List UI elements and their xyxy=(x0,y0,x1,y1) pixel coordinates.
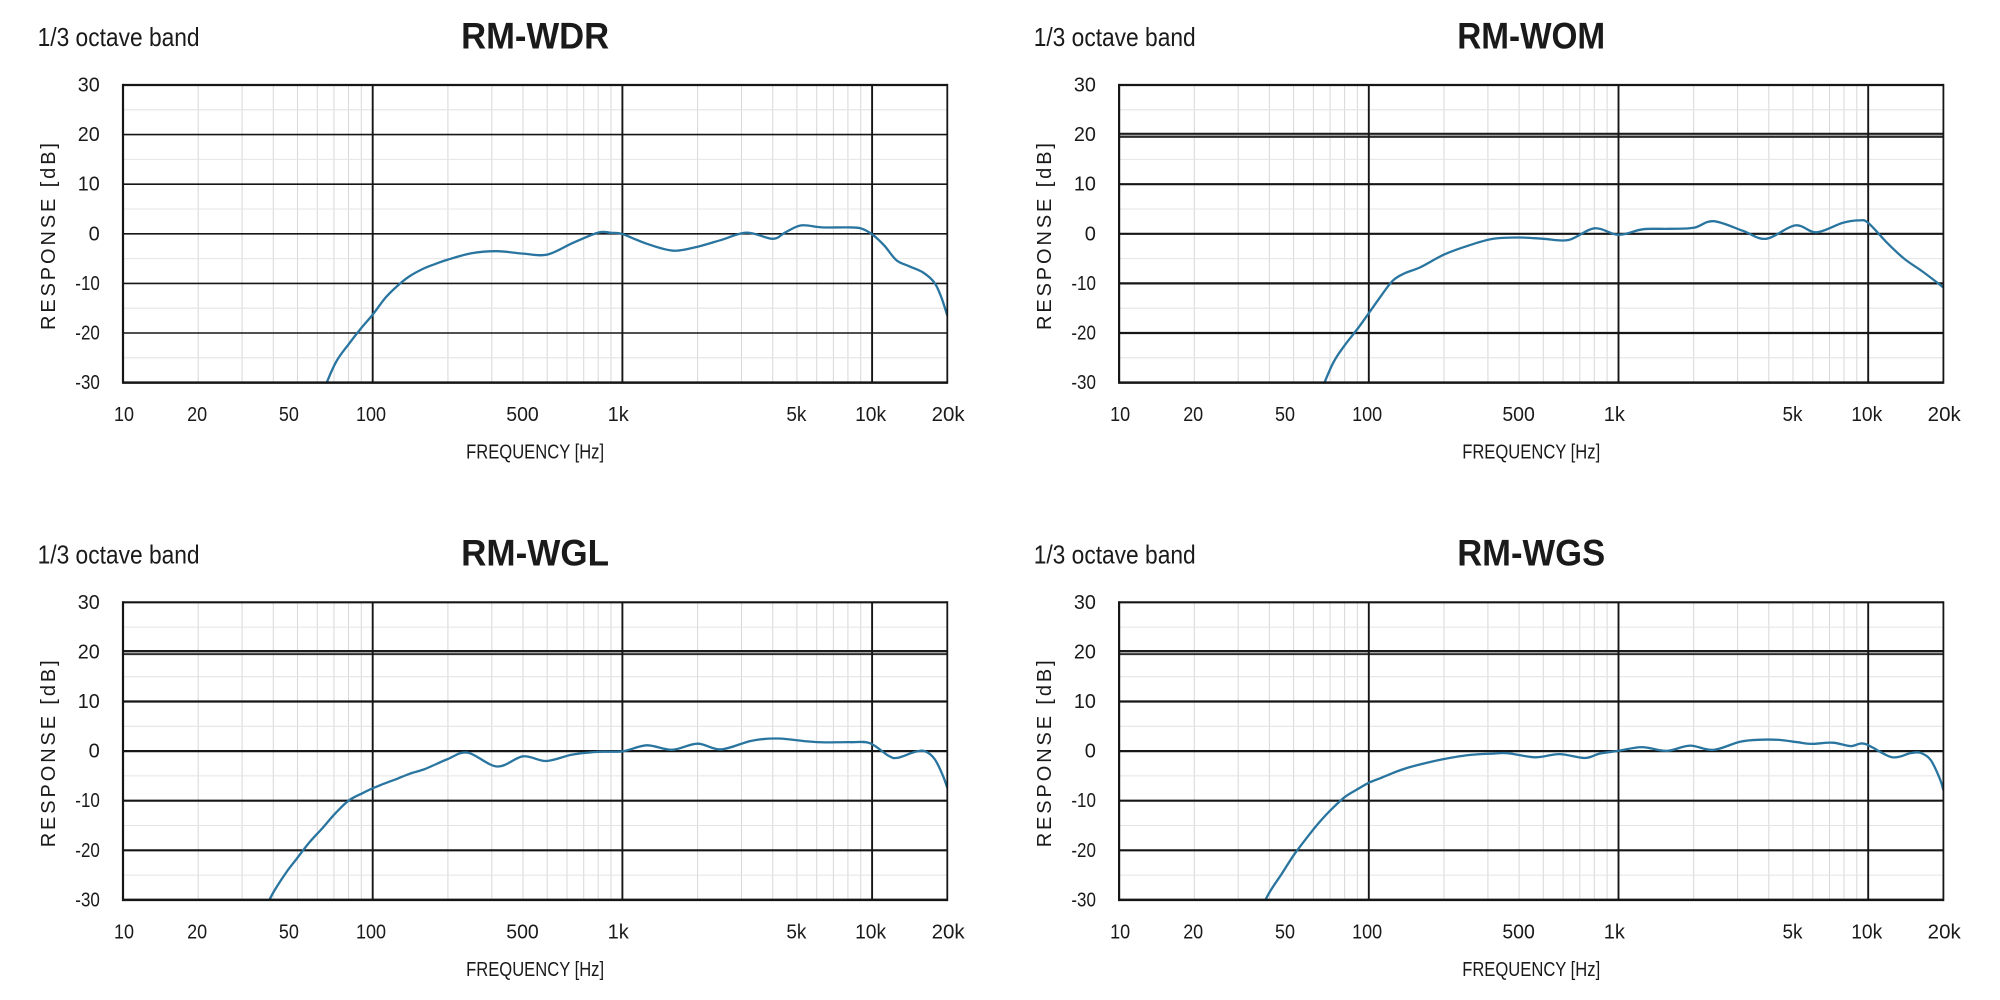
svg-text:-10: -10 xyxy=(1071,790,1096,812)
svg-text:5k: 5k xyxy=(786,922,807,944)
svg-text:10k: 10k xyxy=(855,404,887,426)
svg-text:FREQUENCY [Hz]: FREQUENCY [Hz] xyxy=(466,442,604,464)
svg-text:0: 0 xyxy=(89,741,100,763)
svg-text:-20: -20 xyxy=(1071,840,1096,862)
svg-text:10: 10 xyxy=(114,922,134,944)
svg-text:-10: -10 xyxy=(75,790,100,812)
svg-text:10: 10 xyxy=(78,691,100,713)
svg-text:20: 20 xyxy=(1183,922,1203,944)
svg-text:20k: 20k xyxy=(1928,404,1962,426)
svg-text:10k: 10k xyxy=(1851,922,1883,944)
svg-text:10k: 10k xyxy=(1851,404,1883,426)
svg-text:500: 500 xyxy=(1502,922,1535,944)
svg-text:RM-WGS: RM-WGS xyxy=(1457,533,1605,574)
svg-text:RESPONSE [dB]: RESPONSE [dB] xyxy=(38,143,60,330)
svg-text:30: 30 xyxy=(78,592,100,614)
svg-text:10: 10 xyxy=(1074,174,1096,196)
svg-text:RM-WDR: RM-WDR xyxy=(461,15,609,56)
svg-text:500: 500 xyxy=(1502,404,1535,426)
svg-text:30: 30 xyxy=(1074,75,1096,97)
svg-text:1k: 1k xyxy=(1604,404,1626,426)
svg-text:0: 0 xyxy=(1085,223,1096,245)
svg-text:0: 0 xyxy=(1085,741,1096,763)
svg-text:-20: -20 xyxy=(75,323,100,345)
svg-text:RM-WGL: RM-WGL xyxy=(461,533,609,574)
svg-text:50: 50 xyxy=(1275,922,1295,944)
svg-text:10: 10 xyxy=(114,404,134,426)
svg-text:10: 10 xyxy=(78,174,100,196)
svg-text:FREQUENCY [Hz]: FREQUENCY [Hz] xyxy=(1462,442,1600,464)
svg-text:-30: -30 xyxy=(75,889,100,911)
svg-text:-20: -20 xyxy=(75,840,100,862)
svg-text:50: 50 xyxy=(1275,404,1295,426)
svg-text:FREQUENCY [Hz]: FREQUENCY [Hz] xyxy=(1462,959,1600,981)
svg-text:20k: 20k xyxy=(932,922,966,944)
svg-text:-10: -10 xyxy=(1071,273,1096,295)
svg-text:20: 20 xyxy=(187,404,207,426)
svg-text:1k: 1k xyxy=(608,922,630,944)
svg-text:20: 20 xyxy=(1074,124,1096,146)
svg-text:20: 20 xyxy=(78,124,100,146)
svg-text:1/3 octave band: 1/3 octave band xyxy=(38,540,200,570)
svg-text:0: 0 xyxy=(89,223,100,245)
svg-text:20k: 20k xyxy=(1928,922,1962,944)
svg-text:5k: 5k xyxy=(1783,922,1804,944)
svg-text:RM-WOM: RM-WOM xyxy=(1457,15,1605,56)
svg-text:100: 100 xyxy=(1352,404,1382,426)
svg-text:20k: 20k xyxy=(932,404,966,426)
svg-text:-30: -30 xyxy=(1071,372,1096,394)
svg-text:100: 100 xyxy=(356,922,386,944)
svg-text:1k: 1k xyxy=(1604,922,1626,944)
svg-text:1/3 octave band: 1/3 octave band xyxy=(38,22,200,52)
svg-text:RESPONSE [dB]: RESPONSE [dB] xyxy=(1034,143,1056,330)
svg-text:500: 500 xyxy=(506,922,539,944)
svg-text:20: 20 xyxy=(187,922,207,944)
svg-text:500: 500 xyxy=(506,404,539,426)
svg-text:20: 20 xyxy=(78,641,100,663)
svg-text:30: 30 xyxy=(78,75,100,97)
svg-text:1k: 1k xyxy=(608,404,630,426)
svg-text:-10: -10 xyxy=(75,273,100,295)
svg-text:-20: -20 xyxy=(1071,323,1096,345)
svg-text:1/3 octave band: 1/3 octave band xyxy=(1034,540,1196,570)
svg-text:RESPONSE [dB]: RESPONSE [dB] xyxy=(38,660,60,847)
svg-text:5k: 5k xyxy=(1783,404,1804,426)
svg-text:-30: -30 xyxy=(1071,889,1096,911)
svg-text:20: 20 xyxy=(1183,404,1203,426)
svg-text:30: 30 xyxy=(1074,592,1096,614)
svg-text:100: 100 xyxy=(1352,922,1382,944)
svg-text:-30: -30 xyxy=(75,372,100,394)
svg-text:1/3 octave band: 1/3 octave band xyxy=(1034,22,1196,52)
svg-text:10: 10 xyxy=(1110,404,1130,426)
svg-text:50: 50 xyxy=(279,922,299,944)
svg-text:50: 50 xyxy=(279,404,299,426)
svg-text:10: 10 xyxy=(1110,922,1130,944)
svg-text:5k: 5k xyxy=(786,404,807,426)
svg-text:FREQUENCY [Hz]: FREQUENCY [Hz] xyxy=(466,959,604,981)
svg-text:100: 100 xyxy=(356,404,386,426)
svg-text:10: 10 xyxy=(1074,691,1096,713)
svg-text:10k: 10k xyxy=(855,922,887,944)
svg-text:20: 20 xyxy=(1074,641,1096,663)
svg-text:RESPONSE [dB]: RESPONSE [dB] xyxy=(1034,660,1056,847)
